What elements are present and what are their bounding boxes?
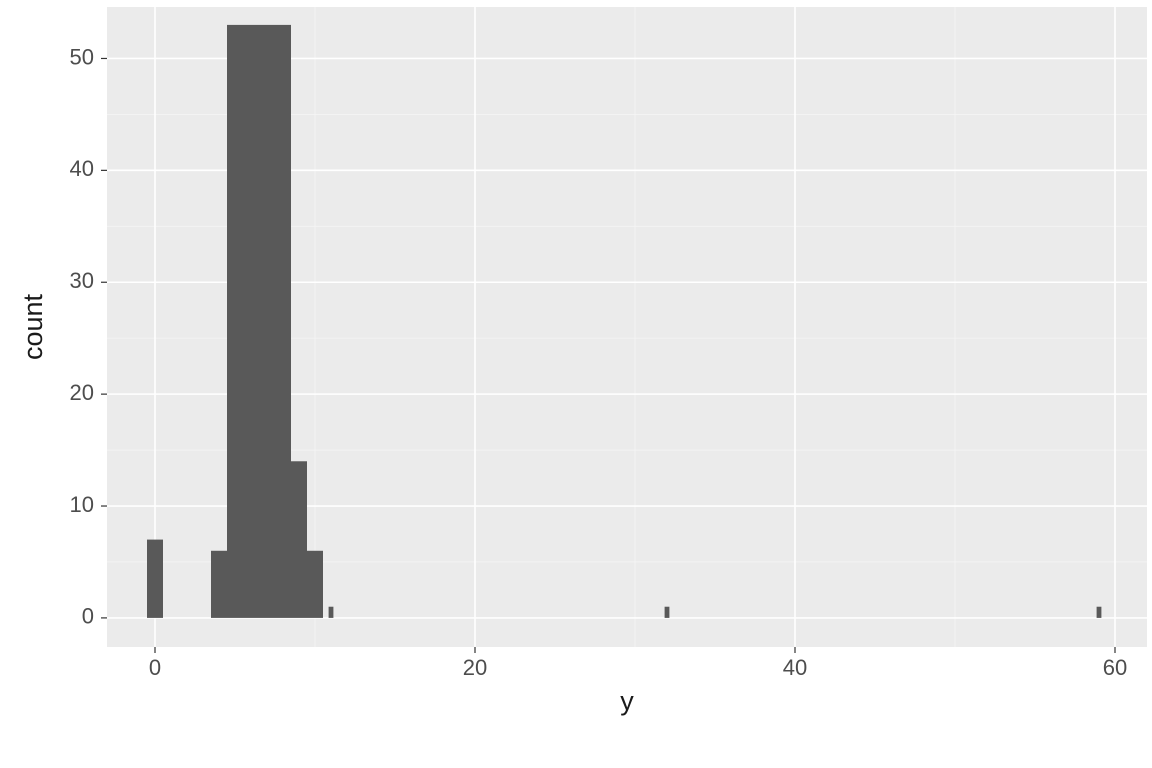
histogram-bar <box>243 25 259 618</box>
x-tick-label: 20 <box>463 655 487 680</box>
histogram-bar <box>291 461 307 618</box>
histogram-bar <box>147 540 163 618</box>
histogram-bar <box>211 551 227 618</box>
x-axis-title: y <box>620 686 634 716</box>
histogram-bar <box>329 607 334 618</box>
x-tick-label: 60 <box>1103 655 1127 680</box>
chart-svg: 0 10 20 30 40 50 0 20 40 60 count y <box>0 0 1152 768</box>
histogram-chart: 0 10 20 30 40 50 0 20 40 60 count y <box>0 0 1152 768</box>
histogram-bar <box>275 25 291 618</box>
x-tick-label: 40 <box>783 655 807 680</box>
x-tick-label: 0 <box>149 655 161 680</box>
y-tick-label: 40 <box>70 156 94 181</box>
histogram-bar <box>665 607 670 618</box>
y-axis-title: count <box>18 293 48 360</box>
y-tick-label: 20 <box>70 380 94 405</box>
y-tick-label: 10 <box>70 492 94 517</box>
y-tick-label: 50 <box>70 44 94 69</box>
histogram-bar <box>227 25 243 618</box>
histogram-bar <box>307 551 323 618</box>
histogram-bar <box>259 25 275 618</box>
y-tick-label: 0 <box>82 604 94 629</box>
y-tick-label: 30 <box>70 268 94 293</box>
histogram-bar <box>1097 607 1102 618</box>
